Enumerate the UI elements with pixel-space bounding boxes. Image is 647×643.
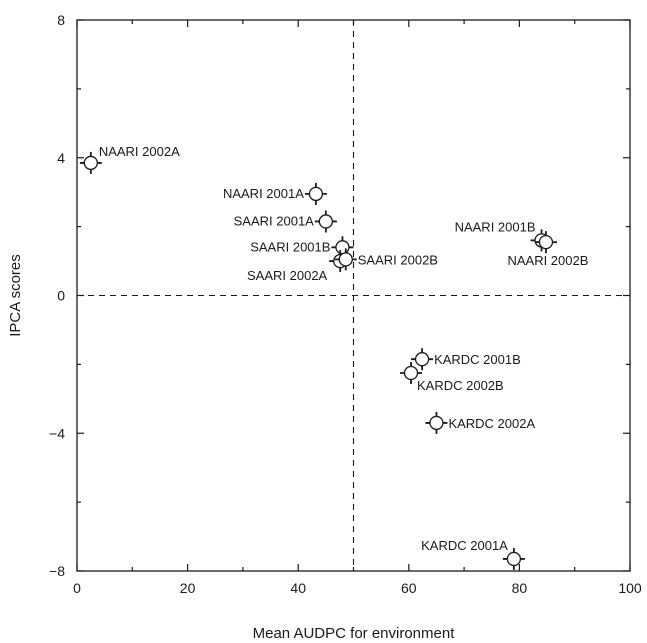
point-label: NAARI 2001A — [223, 186, 304, 201]
point-marker — [318, 214, 334, 229]
x-tick-label: 20 — [180, 580, 196, 596]
y-axis-label: IPCA scores — [7, 254, 24, 337]
y-tick-label: −4 — [49, 425, 65, 441]
data-point: SAARI 2002B — [334, 248, 438, 271]
point-label: NAARI 2002A — [99, 144, 180, 159]
point-marker — [335, 240, 350, 255]
point-label: SAARI 2001B — [250, 239, 330, 254]
point-marker — [338, 252, 353, 267]
point-label: SAARI 2002A — [247, 268, 328, 283]
x-tick-label: 40 — [290, 580, 306, 596]
point-label: KARDC 2001B — [434, 352, 521, 367]
data-point: SAARI 2002A — [247, 250, 352, 283]
point-marker — [538, 234, 554, 250]
point-label: KARDC 2001A — [421, 538, 508, 553]
point-label: KARDC 2002A — [448, 416, 535, 431]
point-marker — [83, 155, 98, 171]
data-point: SAARI 2001A — [234, 210, 337, 233]
data-point: NAARI 2001B — [455, 219, 553, 252]
ticks: 0 20 40 60 80 100 −8 −4 0 4 8 — [49, 12, 642, 596]
x-tick-label: 100 — [618, 580, 642, 596]
point-marker — [506, 551, 522, 567]
point-marker — [308, 186, 324, 202]
point-label: NAARI 2002B — [507, 253, 588, 268]
x-tick-label: 60 — [401, 580, 417, 596]
data-points: NAARI 2002A NAARI 2001A SAARI 2001A SAARI 2… — [79, 144, 588, 570]
point-label: SAARI 2002B — [358, 252, 438, 267]
point-marker — [403, 365, 419, 381]
x-tick-label: 80 — [512, 580, 528, 596]
reference-lines — [77, 20, 630, 571]
point-marker — [414, 352, 430, 367]
data-point: KARDC 2002B — [400, 361, 504, 393]
data-point: KARDC 2001A — [421, 538, 525, 570]
data-point: NAARI 2002B — [507, 231, 588, 268]
data-point: KARDC 2001B — [411, 348, 521, 371]
data-point: NAARI 2002A — [79, 144, 180, 174]
data-point: KARDC 2002A — [425, 411, 535, 434]
y-tick-label: 4 — [57, 150, 65, 166]
point-label: KARDC 2002B — [417, 378, 504, 393]
y-tick-label: 0 — [57, 288, 65, 304]
y-tick-label: −8 — [49, 563, 65, 579]
x-axis-label: Mean AUDPC for environment — [253, 625, 456, 642]
point-marker — [429, 415, 444, 431]
y-tick-label: 8 — [57, 12, 65, 28]
data-point: NAARI 2001A — [223, 182, 327, 205]
point-label: NAARI 2001B — [455, 219, 536, 234]
x-tick-label: 0 — [73, 580, 81, 596]
point-label: SAARI 2001A — [234, 213, 315, 228]
